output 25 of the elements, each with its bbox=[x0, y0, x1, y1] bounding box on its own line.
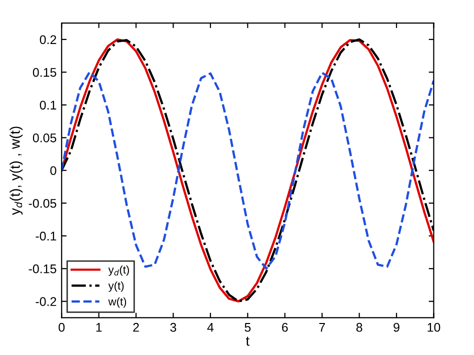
x-tick-label: 8 bbox=[356, 322, 362, 332]
x-tick-label: 0 bbox=[58, 322, 65, 332]
y-tick-label: 0.1 bbox=[40, 100, 56, 110]
x-axis-title: t bbox=[246, 336, 250, 346]
x-tick-label: 6 bbox=[282, 322, 288, 332]
y-tick-label: 0 bbox=[50, 166, 56, 176]
y-tick-label: 0.2 bbox=[40, 35, 56, 44]
y-tick-label: -0.05 bbox=[28, 198, 56, 208]
y-axis-title: y$_{d}$(t), y(t) , w(t) bbox=[10, 126, 23, 216]
x-tick-label: 4 bbox=[207, 323, 214, 332]
x-tick-label: 5 bbox=[244, 323, 251, 332]
x-tick-label: 9 bbox=[394, 322, 400, 332]
x-tick-label: 3 bbox=[170, 322, 176, 332]
x-tick-label: 2 bbox=[133, 322, 139, 332]
x-tick-label: 10 bbox=[428, 322, 440, 332]
y-tick-label: -0.15 bbox=[28, 264, 56, 274]
y-tick-label: 0.15 bbox=[32, 68, 56, 77]
y-tick-label: 0.05 bbox=[32, 133, 56, 142]
y-tick-label: -0.1 bbox=[36, 232, 56, 241]
x-tick-label: 7 bbox=[319, 323, 325, 332]
x-tick-label: 1 bbox=[96, 323, 102, 332]
legend-label: w(t) bbox=[108, 297, 126, 308]
legend-label: y$_{d}$(t) bbox=[108, 265, 129, 276]
y-tick-label: -0.2 bbox=[36, 297, 56, 306]
legend-label: y(t) bbox=[108, 281, 124, 292]
